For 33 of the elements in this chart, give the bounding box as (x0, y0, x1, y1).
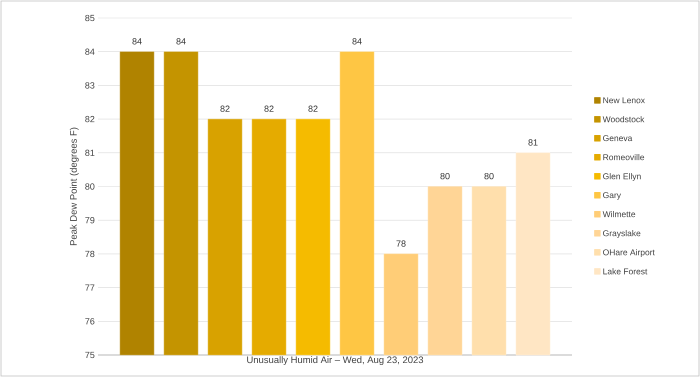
x-axis-title: Unusually Humid Air – Wed, Aug 23, 2023 (247, 356, 424, 366)
y-tick-label: 76 (85, 318, 94, 324)
legend-label: Gary (603, 192, 621, 200)
legend-label: Lake Forest (603, 268, 648, 274)
y-tick-label: 75 (85, 352, 94, 358)
legend-label: New Lenox (603, 97, 645, 104)
y-tick-label: 84 (85, 48, 95, 55)
y-tick-label: 77 (85, 284, 94, 291)
y-tick-label: 81 (85, 150, 94, 156)
data-label: 81 (528, 139, 538, 146)
data-label: 82 (264, 106, 274, 112)
y-tick-label: 83 (85, 82, 94, 89)
data-label: 80 (484, 172, 494, 180)
y-axis-title: Peak Dew Point (degrees F) (70, 128, 79, 246)
data-label: 82 (308, 106, 318, 112)
y-tick-label: 82 (85, 116, 94, 122)
y-tick-label: 79 (85, 217, 94, 224)
y-tick-label: 80 (85, 183, 94, 190)
legend-label: Wilmette (602, 210, 636, 218)
legend-label: Romeoville (603, 154, 644, 160)
data-label: 84 (176, 38, 186, 45)
y-tick-label: 78 (85, 250, 94, 258)
legend-label: Geneva (603, 135, 632, 142)
data-label: 80 (440, 172, 450, 180)
y-tick-label: 85 (85, 14, 94, 22)
legend-label: Woodstock (602, 116, 644, 122)
data-label: 84 (132, 38, 142, 45)
legend-label: Grayslake (603, 230, 640, 238)
data-label: 78 (396, 240, 406, 247)
legend-label: OHare Airport (603, 249, 655, 257)
data-label: 84 (352, 38, 362, 45)
legend-label: Glen Ellyn (603, 173, 641, 181)
data-label: 82 (220, 106, 230, 112)
